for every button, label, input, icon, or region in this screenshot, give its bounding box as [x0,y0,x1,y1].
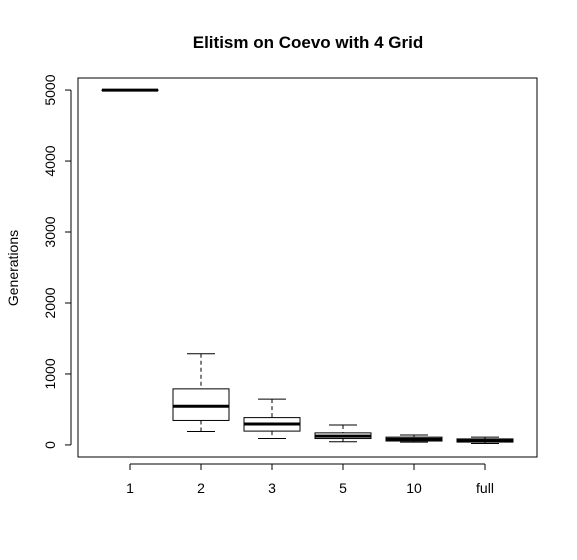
box-2 [173,354,229,432]
y-tick-label: 5000 [42,74,58,105]
box-iqr [173,389,229,421]
x-axis: 1 2 3 5 10 full [126,464,494,496]
x-tick-label: 5 [339,480,347,496]
chart-title: Elitism on Coevo with 4 Grid [193,33,423,52]
x-tick-label: 1 [126,480,134,496]
y-tick-label: 3000 [42,216,58,247]
x-tick-label: 3 [268,480,276,496]
boxes [102,90,513,443]
y-tick-label: 2000 [42,287,58,318]
plot-frame [78,78,537,457]
x-tick-label: 2 [197,480,205,496]
y-tick-label: 1000 [42,358,58,389]
box-3 [244,399,300,438]
x-tick-label: 10 [406,480,422,496]
y-axis-label: Generations [5,230,21,306]
y-tick-label: 0 [42,441,58,449]
box-1 [102,90,158,91]
box-full [457,437,513,443]
y-axis: 0 1000 2000 3000 4000 5000 [42,74,71,449]
x-tick-label: full [476,480,494,496]
box-5 [315,425,371,442]
y-tick-label: 4000 [42,145,58,176]
box-10 [386,435,442,442]
